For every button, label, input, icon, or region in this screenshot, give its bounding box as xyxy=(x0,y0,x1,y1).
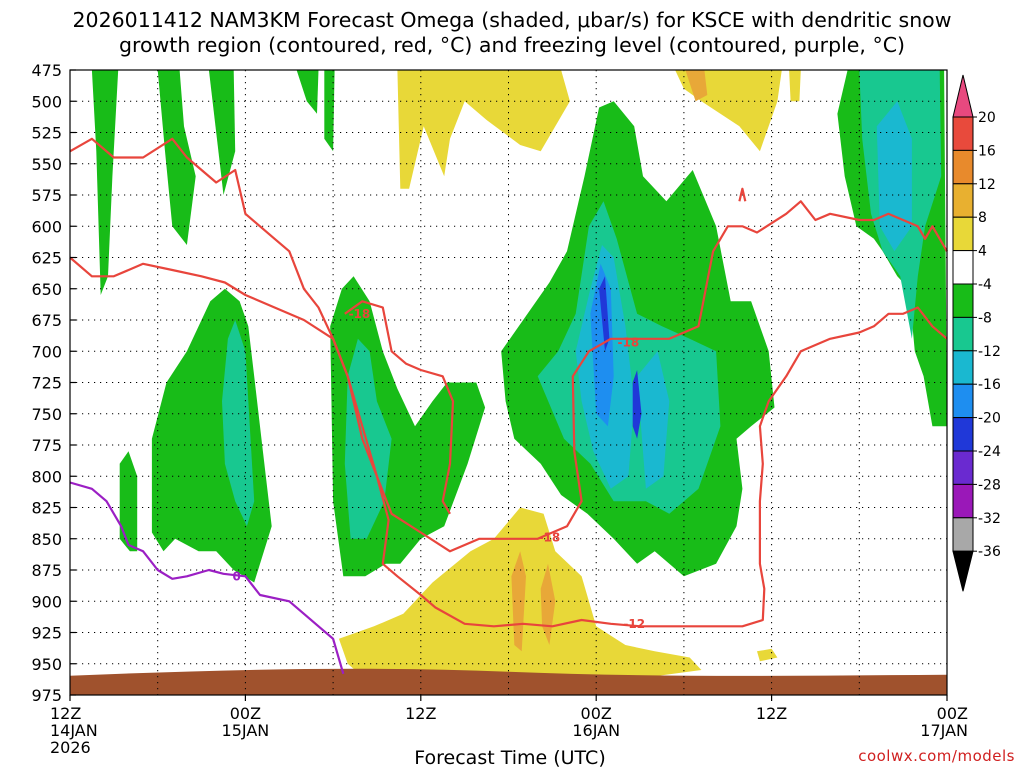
x-tick-label: 12Z xyxy=(50,704,81,723)
x-tick-label: 00Z xyxy=(230,704,261,723)
y-tick-label: 675 xyxy=(31,311,62,330)
y-tick-label: 950 xyxy=(31,655,62,674)
colorbar-segment xyxy=(952,149,974,185)
y-tick-label: 525 xyxy=(31,124,62,143)
colorbar-tick-label: -20 xyxy=(978,411,1001,427)
x-axis-label: Forecast Time (UTC) xyxy=(414,747,605,768)
colorbar-segment xyxy=(952,116,974,151)
y-tick-label: 800 xyxy=(31,467,62,486)
colorbar-segment xyxy=(952,483,974,519)
omega-upward-area-b xyxy=(208,70,236,195)
dgz-contour-east xyxy=(738,187,747,202)
colorbar-bottom-arrow xyxy=(952,550,974,592)
x-tick-label: 00Z xyxy=(937,704,968,723)
omega-moderate-area-a xyxy=(222,320,255,527)
colorbar-tick-label: 20 xyxy=(978,110,996,126)
contour-labels: -18 -18 -18 -12 0 xyxy=(232,307,645,631)
omega-upward-area-a xyxy=(70,70,196,295)
plot-area: -18 -18 -18 -12 0 xyxy=(69,69,948,696)
y-tick-label: 925 xyxy=(31,624,62,643)
colorbar-top-arrow xyxy=(952,74,974,118)
omega-downward-area-f xyxy=(757,648,778,662)
ground-surface xyxy=(70,668,947,695)
contour-label: -18 xyxy=(539,531,561,545)
y-tick-label: 625 xyxy=(31,249,62,268)
colorbar-tick-label: 8 xyxy=(978,210,987,226)
chart-title-line-1: 2026011412 NAM3KM Forecast Omega (shaded… xyxy=(72,8,951,32)
y-tick-label: 775 xyxy=(31,436,62,455)
colorbar-segment xyxy=(952,350,974,385)
colorbar-tick-label: -16 xyxy=(978,377,1001,393)
omega-strong-area-c xyxy=(876,101,912,252)
omega-downward-area-a xyxy=(397,70,570,189)
y-tick-label: 875 xyxy=(31,561,62,580)
colorbar-segment xyxy=(952,316,974,352)
x-tick-label: 00Z xyxy=(581,704,612,723)
y-tick-label: 750 xyxy=(31,405,62,424)
contour-label: 0 xyxy=(232,569,240,583)
omega-downward-area-e xyxy=(344,645,363,667)
colorbar-tick-label: -28 xyxy=(978,477,1001,493)
grid-lines xyxy=(70,70,947,695)
colorbar-tick-label: 16 xyxy=(978,143,996,159)
colorbar-segment xyxy=(952,183,974,218)
colorbar-segment xyxy=(952,450,974,485)
dgz-contour-mid xyxy=(344,300,455,515)
omega-upward-area-d xyxy=(324,70,335,152)
x-tick-label: 15JAN xyxy=(222,721,270,740)
omega-downward-strong-area-b xyxy=(511,551,526,652)
x-tick-label: 17JAN xyxy=(920,721,968,740)
y-tick-label: 500 xyxy=(31,92,62,111)
contour-label: -18 xyxy=(618,336,640,350)
x-tick-label: 14JAN xyxy=(50,721,98,740)
colorbar-tick-label: -8 xyxy=(978,310,992,326)
colorbar-segment xyxy=(952,283,974,318)
omega-downward-area-c xyxy=(789,70,801,102)
dgz-contour-upper xyxy=(69,137,948,553)
y-tick-label: 650 xyxy=(31,280,62,299)
y-tick-label: 850 xyxy=(31,530,62,549)
freezing-level-contour xyxy=(69,481,345,675)
colorbar: 20 16 12 8 4 -4 -8 -12 -16 -20 -24 -28 -32 -36 xyxy=(952,74,1001,592)
colorbar-tick-label: 12 xyxy=(978,177,996,193)
x-tick-label: 12Z xyxy=(405,704,436,723)
contour-lines xyxy=(69,137,948,675)
x-tick-label: 16JAN xyxy=(572,721,620,740)
y-tick-label: 475 xyxy=(31,61,62,80)
x-tick-label: 12Z xyxy=(756,704,787,723)
colorbar-tick-label: -36 xyxy=(978,544,1001,560)
y-tick-label: 575 xyxy=(31,186,62,205)
y-tick-label: 550 xyxy=(31,155,62,174)
y-tick-label: 825 xyxy=(31,499,62,518)
y-tick-label: 975 xyxy=(31,686,62,705)
colorbar-tick-label: -32 xyxy=(978,511,1001,527)
omega-core-area-b xyxy=(599,276,610,352)
contour-label: -18 xyxy=(349,307,371,321)
y-axis: 475 500 525 550 575 600 625 650 675 700 725 750 775 8… xyxy=(31,61,76,705)
y-tick-label: 900 xyxy=(31,592,62,611)
omega-core-area-c xyxy=(632,370,642,439)
colorbar-segment xyxy=(952,517,974,552)
y-tick-label: 600 xyxy=(31,217,62,236)
omega-upward-area-c xyxy=(296,70,319,114)
chart-title-line-2: growth region (contoured, red, °C) and f… xyxy=(119,33,905,57)
credit-text: coolwx.com/models xyxy=(858,747,1015,765)
colorbar-segment xyxy=(952,216,974,252)
colorbar-tick-label: -12 xyxy=(978,344,1001,360)
colorbar-tick-label: -4 xyxy=(978,277,992,293)
omega-downward-strong-area-a xyxy=(685,70,708,102)
colorbar-tick-label: -24 xyxy=(978,444,1001,460)
x-tick-label: 2026 xyxy=(50,738,91,757)
colorbar-tick-label: 4 xyxy=(978,244,987,260)
y-tick-label: 725 xyxy=(31,374,62,393)
omega-strong-area-b xyxy=(637,351,670,489)
dgz-contour-lower xyxy=(69,256,948,628)
colorbar-segment xyxy=(952,383,974,419)
y-tick-label: 700 xyxy=(31,342,62,361)
colorbar-segment xyxy=(952,250,974,285)
contour-label: -12 xyxy=(623,617,645,631)
colorbar-segment xyxy=(952,417,974,452)
